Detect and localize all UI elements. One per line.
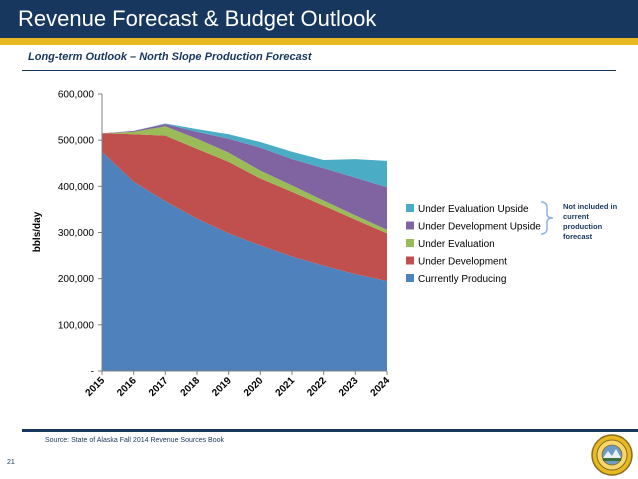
legend-swatch-0 [406, 204, 414, 212]
x-tick-label-5: 2020 [242, 375, 266, 399]
y-tick-label-6: 600,000 [58, 90, 95, 101]
legend-label-3: Under Development [418, 257, 507, 268]
y-tick-label-5: 500,000 [58, 136, 95, 147]
annotation-line-1: current [563, 212, 589, 221]
x-tick-label-1: 2016 [115, 375, 139, 399]
chart-subtitle: Long-term Outlook – North Slope Producti… [28, 51, 312, 63]
y-axis-label: bbls/day [32, 211, 43, 252]
legend-swatch-3 [406, 256, 414, 265]
x-tick-label-7: 2022 [305, 375, 329, 399]
y-tick-label-0: - [91, 367, 94, 378]
x-tick-label-4: 2019 [210, 375, 234, 399]
x-tick-label-0: 2015 [84, 375, 108, 399]
annotation-bracket [540, 201, 554, 235]
title-bar: Revenue Forecast & Budget Outlook [0, 0, 638, 38]
y-tick-label-3: 300,000 [58, 228, 95, 239]
series-area-3 [102, 124, 387, 230]
legend-label-1: Under Development Upside [418, 222, 541, 233]
page-number: 21 [7, 459, 15, 466]
x-tick-label-3: 2018 [179, 375, 203, 399]
legend-swatch-1 [406, 221, 414, 230]
series-area-1 [102, 133, 387, 281]
legend-swatch-4 [406, 274, 414, 282]
y-tick-label-4: 400,000 [58, 182, 95, 193]
annotation-line-2: production [563, 222, 603, 231]
legend-label-2: Under Evaluation [418, 239, 495, 250]
x-tick-label-8: 2023 [337, 375, 361, 399]
series-area-0 [102, 151, 387, 371]
annotation-line-3: forecast [563, 232, 593, 241]
legend-label-4: Currently Producing [418, 274, 506, 285]
subtitle-divider [22, 70, 616, 71]
slide-title: Revenue Forecast & Budget Outlook [18, 6, 377, 31]
x-tick-label-2: 2017 [147, 375, 171, 399]
x-tick-label-9: 2024 [369, 375, 393, 399]
legend-label-0: Under Evaluation Upside [418, 204, 529, 215]
legend-swatch-2 [406, 239, 414, 247]
production-forecast-chart: - 100,000 200,000 300,000 400,000 500,000 600,… [32, 90, 618, 399]
annotation-line-0: Not included in [563, 202, 618, 211]
y-tick-label-2: 200,000 [58, 274, 95, 285]
state-seal-icon [591, 434, 633, 476]
y-tick-label-1: 100,000 [58, 320, 95, 331]
source-note: Source: State of Alaska Fall 2014 Revenu… [45, 437, 224, 444]
x-tick-label-6: 2021 [274, 375, 298, 399]
footer-divider [22, 429, 638, 432]
accent-bar [0, 38, 638, 45]
